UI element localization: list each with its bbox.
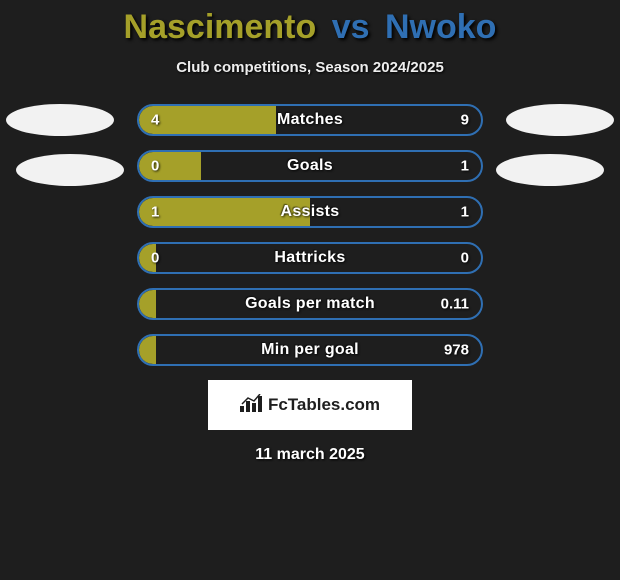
player1-badge-ellipse-2: [16, 154, 124, 186]
stat-right-value: 1: [461, 158, 469, 175]
stat-label: Goals: [139, 157, 481, 175]
player2-badge-ellipse-2: [496, 154, 604, 186]
stat-row-goals-per-match: Goals per match 0.11: [137, 288, 483, 320]
stat-label: Hattricks: [139, 249, 481, 267]
stat-label: Matches: [139, 111, 481, 129]
player1-name: Nascimento: [124, 8, 317, 46]
vs-text: vs: [332, 8, 370, 46]
brand-text: FcTables.com: [268, 395, 380, 415]
stat-row-assists: 1 Assists 1: [137, 196, 483, 228]
stat-label: Min per goal: [139, 341, 481, 359]
player2-name: Nwoko: [385, 8, 496, 46]
stat-right-value: 9: [461, 112, 469, 129]
stat-bars: 4 Matches 9 0 Goals 1 1 Assists 1 0 Hatt…: [137, 104, 483, 366]
comparison-title: Nascimento vs Nwoko: [0, 0, 620, 47]
stat-row-matches: 4 Matches 9: [137, 104, 483, 136]
stat-right-value: 978: [444, 342, 469, 359]
bar-chart-icon: [240, 394, 262, 417]
stat-row-min-per-goal: Min per goal 978: [137, 334, 483, 366]
stat-row-hattricks: 0 Hattricks 0: [137, 242, 483, 274]
stat-row-goals: 0 Goals 1: [137, 150, 483, 182]
subtitle: Club competitions, Season 2024/2025: [0, 59, 620, 76]
footer-date: 11 march 2025: [0, 446, 620, 464]
player1-badge-ellipse: [6, 104, 114, 136]
stat-label: Assists: [139, 203, 481, 221]
brand-box: FcTables.com: [208, 380, 412, 430]
player2-badge-ellipse: [506, 104, 614, 136]
chart-area: 4 Matches 9 0 Goals 1 1 Assists 1 0 Hatt…: [0, 104, 620, 464]
stat-right-value: 0: [461, 250, 469, 267]
stat-label: Goals per match: [139, 295, 481, 313]
stat-right-value: 0.11: [441, 296, 469, 313]
stat-right-value: 1: [461, 204, 469, 221]
